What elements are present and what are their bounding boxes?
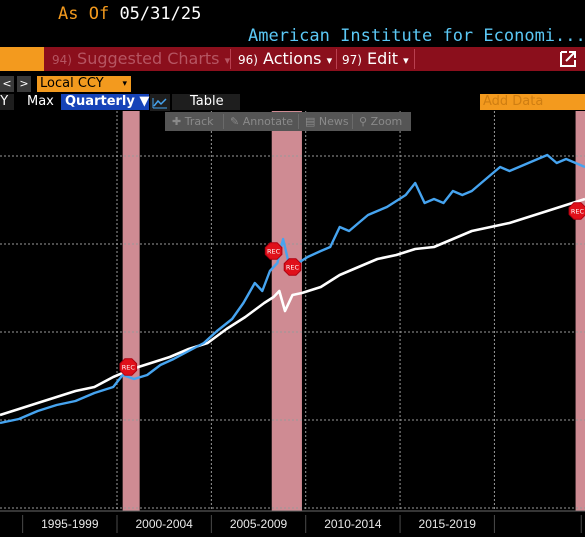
currency-select[interactable]: Local CCY ▾ [37,76,131,92]
toolbar-divider [414,49,415,69]
dropdown-caret-icon: ▾ [326,54,333,67]
suggested-charts-menu[interactable]: 94) Suggested Charts ▾ [52,47,230,71]
recession-marker-label: REC [286,264,300,272]
x-axis-background [0,511,585,537]
annotation-divider [298,114,299,129]
annotation-toolbar [165,112,411,131]
recession-band [122,111,140,511]
currency-value: Local CCY [40,76,104,91]
annotation-divider [352,114,353,129]
octagon-icon [264,242,283,260]
series-line-2 [0,153,585,425]
menu-number: 94) [52,53,72,67]
chart-grid [0,111,585,511]
recession-markers: REC REC REC REC [119,202,585,376]
octagon-icon [283,258,302,276]
magnifier-icon: ⚲ [359,115,368,128]
function-toolbar [0,47,585,71]
period-5y-button[interactable]: 5Y [0,94,15,110]
track-button[interactable]: ✚ Track [172,112,214,131]
recession-bands [122,111,585,511]
series-line-1 [0,197,585,417]
previous-button[interactable]: < [0,76,14,92]
recession-marker-label: REC [122,364,136,372]
edit-menu[interactable]: 97) Edit ▾ [342,47,409,71]
recession-marker: REC [283,258,302,276]
crosshair-icon: ✚ [172,115,182,128]
news-button[interactable]: ▤ News [305,112,349,131]
toolbar-divider [336,49,337,69]
as-of-date: 05/31/25 [119,4,202,24]
as-of-text: As Of [58,4,110,24]
pencil-icon: ✎ [230,115,240,128]
x-tick-label: 2015-2019 [419,517,477,531]
zoom-label: Zoom [370,115,403,128]
recession-marker: REC [119,358,138,376]
menu-number: 97) [342,53,362,67]
as-of-label: As Of 05/31/25 [58,4,201,24]
octagon-icon [568,202,585,220]
frequency-select[interactable]: Quarterly ▼ [61,94,149,110]
menu-label: Actions [263,49,322,68]
period-max-button[interactable]: Max [27,94,54,109]
octagon-icon [119,358,138,376]
dropdown-caret-icon: ▾ [224,54,231,67]
track-label: Track [184,115,214,128]
news-icon: ▤ [305,115,316,128]
menu-label: Edit [367,49,399,68]
actions-menu[interactable]: 96) Actions ▾ [238,47,332,71]
table-button[interactable]: Table [172,94,240,110]
recession-marker: REC [568,202,585,220]
external-link-icon[interactable] [556,49,580,69]
annotate-label: Annotate [242,115,294,128]
x-tick-label: 2010-2014 [324,517,382,531]
toolbar-tab[interactable] [0,47,44,71]
dropdown-caret-icon: ▾ [403,54,409,67]
toolbar-divider [230,49,231,69]
news-label: News [318,115,349,128]
recession-marker-label: REC [267,248,281,256]
recession-band [575,111,585,511]
chart-lines [0,153,585,425]
recession-band [271,111,302,511]
chart-area[interactable]: REC REC REC REC 1995-1999 2000-2004 2005-2009… [0,111,585,537]
recession-marker-label: REC [571,208,585,216]
x-tick-label: 2000-2004 [135,517,193,531]
x-tick-label: 2005-2009 [230,517,288,531]
annotation-divider [223,114,224,129]
security-description: American Institute for Economi... [248,26,585,46]
zoom-button[interactable]: ⚲ Zoom [359,112,402,131]
next-button[interactable]: > [17,76,31,92]
add-data-input[interactable]: Add Data [480,94,585,110]
line-chart-icon[interactable] [150,94,170,112]
annotate-button[interactable]: ✎ Annotate [230,112,293,131]
chevron-down-icon: ▾ [122,79,127,89]
menu-label: Suggested Charts [77,49,220,68]
x-axis: 1995-1999 2000-2004 2005-2009 2010-2014 2015… [0,510,585,537]
x-tick-label: 1995-1999 [41,517,99,531]
menu-number: 96) [238,53,258,67]
recession-marker: REC [264,242,283,260]
